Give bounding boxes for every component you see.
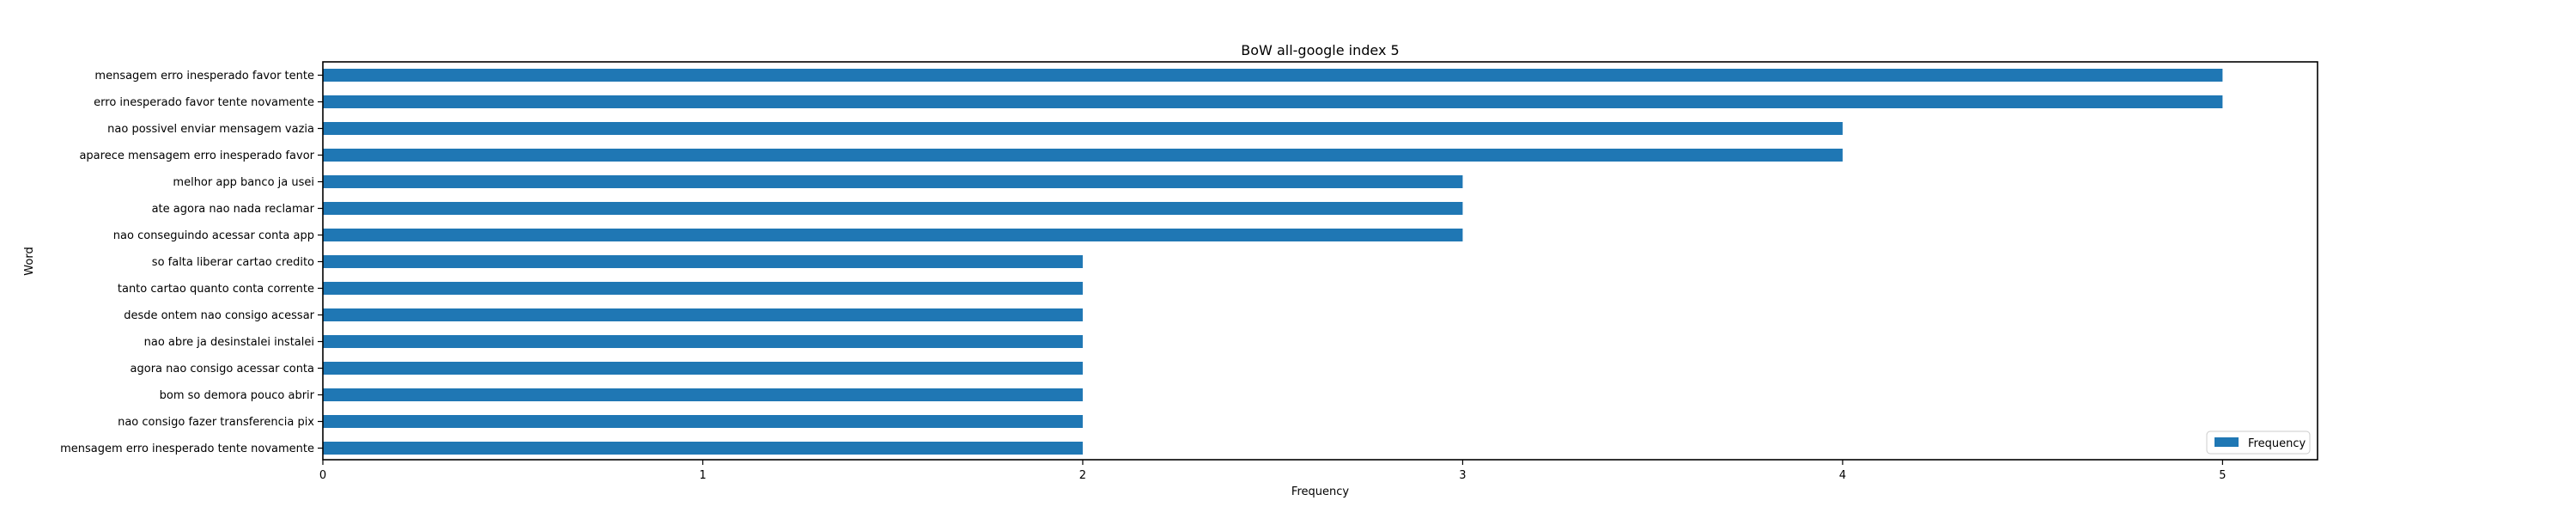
legend-box [2206,430,2311,455]
bar [323,255,1083,268]
y-tick-label: nao consigo fazer transferencia pix [118,416,314,429]
x-tick-label: 3 [1459,469,1466,482]
y-tick-label: bom so demora pouco abrir [160,389,315,402]
bar [323,362,1083,375]
chart-title: BoW all-google index 5 [1241,42,1399,58]
legend: Frequency [2206,430,2311,455]
bar [323,175,1463,188]
bar [323,202,1463,215]
bar [323,282,1083,295]
x-axis-ticks: 0 1 2 3 4 5 [319,460,2227,482]
y-tick-label: erro inesperado favor tente novamente [94,96,314,109]
bar [323,335,1083,348]
y-tick-label: tanto cartao quanto conta corrente [118,283,314,296]
bars-layer [323,69,2223,455]
bar [323,415,1083,428]
bar [323,308,1083,321]
y-tick-label: mensagem erro inesperado tente novamente [60,443,314,455]
y-tick-label: so falta liberar cartao credito [152,256,314,269]
legend-label: Frequency [2248,437,2306,450]
legend-swatch [2215,437,2239,447]
plot-area-frame [322,61,2318,461]
x-tick-label: 2 [1079,469,1086,482]
y-tick-label: nao abre ja desinstalei instalei [144,336,314,349]
y-tick-label: desde ontem nao consigo acessar [124,309,314,322]
y-tick-label: ate agora nao nada reclamar [152,203,315,216]
bar [323,442,1083,455]
y-tick-label: mensagem erro inesperado favor tente [94,70,314,82]
y-tick-label: agora nao consigo acessar conta [131,363,314,376]
x-tick-label: 1 [699,469,706,482]
x-tick-label: 5 [2219,469,2226,482]
y-tick-label: nao possivel enviar mensagem vazia [107,123,314,136]
x-tick-label: 0 [319,469,326,482]
bar [323,229,1463,241]
y-tick-label: aparece mensagem erro inesperado favor [79,150,314,162]
bar [323,69,2223,82]
bar [323,122,1843,135]
x-axis-label: Frequency [1291,485,1349,498]
y-tick-label: nao conseguindo acessar conta app [113,229,314,242]
y-tick-label: melhor app banco ja usei [173,176,314,189]
x-tick-label: 4 [1839,469,1846,482]
y-axis-label: Word [23,247,36,275]
y-axis-ticks: mensagem erro inesperado favor tente erro… [60,70,323,455]
bar [323,149,1843,162]
bar [323,388,1083,401]
bar [323,95,2223,108]
